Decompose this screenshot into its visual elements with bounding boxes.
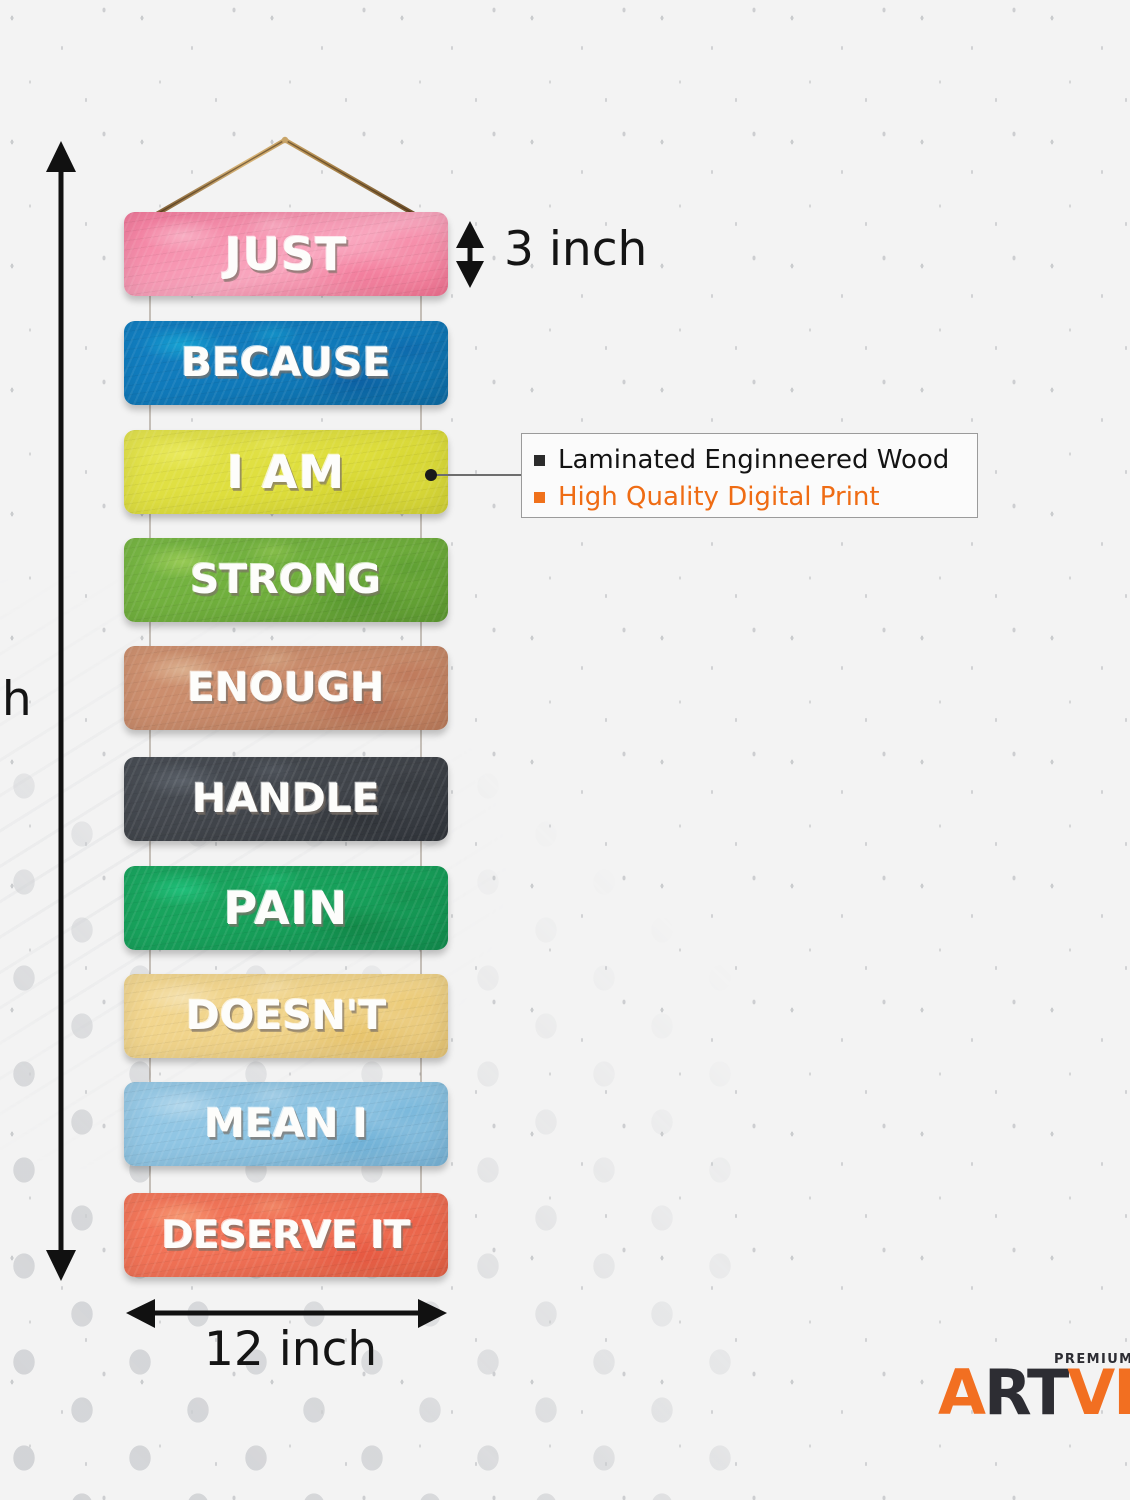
plank-grain	[124, 212, 448, 296]
plank-grain	[124, 1082, 448, 1166]
plank-texture	[124, 646, 448, 730]
plank-label: ENOUGH	[187, 665, 385, 711]
plank-9: MEAN I	[124, 1082, 448, 1166]
plank-texture	[124, 974, 448, 1058]
plank-2: BECAUSE	[124, 321, 448, 405]
plank-texture	[124, 1193, 448, 1277]
plank-label: BECAUSE	[181, 340, 391, 386]
plank-grain	[124, 538, 448, 622]
plank-label: I AM	[226, 445, 346, 499]
bullet-square-icon	[534, 492, 545, 503]
callout-item-label: High Quality Digital Print	[558, 481, 880, 512]
plank-grain	[124, 646, 448, 730]
brand-logo-wordmark: ARTVI	[938, 1362, 1130, 1424]
brand-logo-part-a: A	[938, 1356, 986, 1426]
bullet-square-icon	[534, 455, 545, 466]
plank-grain	[124, 866, 448, 950]
plank-texture	[124, 866, 448, 950]
plank-1: JUST	[124, 212, 448, 296]
plank-texture	[124, 538, 448, 622]
plank-5: ENOUGH	[124, 646, 448, 730]
width-dimension-label: 12 inch	[204, 1322, 378, 1377]
callout-item-material: Laminated Enginneered Wood	[534, 441, 967, 478]
depth-dimension-label: 3 inch	[504, 222, 648, 277]
plank-label: JUST	[224, 227, 348, 281]
brand-logo-part-rt: RT	[983, 1356, 1069, 1426]
features-callout-box: Laminated Enginneered Wood High Quality …	[521, 433, 978, 518]
plank-8: DOESN'T	[124, 974, 448, 1058]
plank-label: STRONG	[190, 557, 382, 603]
callout-item-label: Laminated Enginneered Wood	[558, 444, 950, 475]
plank-label: HANDLE	[192, 776, 380, 822]
plank-3: I AM	[124, 430, 448, 514]
plank-label: PAIN	[223, 881, 349, 935]
brand-logo-part-vi: VI	[1067, 1356, 1130, 1426]
plank-grain	[124, 757, 448, 841]
plank-grain	[124, 321, 448, 405]
height-dimension-label: ch	[0, 672, 32, 727]
plank-label: DESERVE IT	[161, 1213, 411, 1257]
callout-item-print: High Quality Digital Print	[534, 478, 967, 515]
plank-4: STRONG	[124, 538, 448, 622]
plank-10: DESERVE IT	[124, 1193, 448, 1277]
plank-7: PAIN	[124, 866, 448, 950]
plank-label: DOESN'T	[185, 993, 387, 1039]
plank-texture	[124, 321, 448, 405]
brand-tagline: PREMIUM H	[1054, 1352, 1130, 1367]
plank-6: HANDLE	[124, 757, 448, 841]
plank-texture	[124, 757, 448, 841]
brand-logo: ARTVI PREMIUM H	[938, 1348, 1130, 1426]
plank-texture	[124, 1082, 448, 1166]
plank-grain	[124, 1193, 448, 1277]
plank-label: MEAN I	[204, 1101, 368, 1147]
plank-grain	[124, 430, 448, 514]
plank-texture	[124, 212, 448, 296]
plank-grain	[124, 974, 448, 1058]
plank-texture	[124, 430, 448, 514]
